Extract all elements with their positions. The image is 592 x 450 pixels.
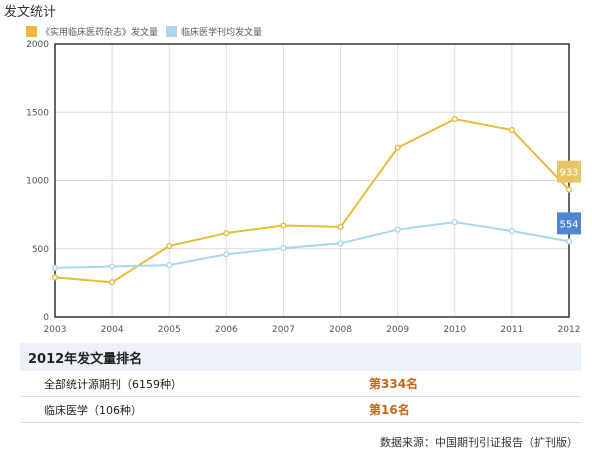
data-point <box>51 274 59 281</box>
data-point <box>166 242 173 250</box>
data-point <box>51 264 59 271</box>
x-tick-label: 2012 <box>558 325 581 335</box>
data-point <box>166 262 173 269</box>
data-point <box>508 126 515 134</box>
y-tick-label: 500 <box>32 245 49 255</box>
x-tick-label: 2007 <box>272 325 295 335</box>
x-tick-label: 2003 <box>44 325 67 335</box>
x-tick-label: 2009 <box>386 325 409 335</box>
data-point <box>394 226 401 233</box>
legend-label-journal: 《实用临床医药杂志》发文量 <box>41 27 159 38</box>
data-point <box>337 240 344 247</box>
ranking-value-clinical: 第16名 <box>345 396 581 423</box>
data-point <box>223 229 230 237</box>
data-source: 数据来源：中国期刊引证报告（扩刊版） <box>380 436 578 449</box>
ranking-table: 2012年发文量排名 全部统计源期刊（6159种） 第334名 临床医学（106… <box>20 343 581 423</box>
ranking-row: 全部统计源期刊（6159种） 第334名 <box>20 371 581 397</box>
series-line-2 <box>54 221 570 269</box>
data-point <box>109 279 116 286</box>
x-tick-label: 2010 <box>443 325 466 335</box>
y-tick-label: 0 <box>43 313 49 323</box>
legend-item-journal[interactable]: 《实用临床医药杂志》发文量 <box>26 25 158 38</box>
ranking-heading: 2012年发文量排名 <box>20 343 581 371</box>
series-line-1 <box>54 118 570 284</box>
y-tick-label: 1000 <box>26 177 49 187</box>
ranking-label-clinical: 临床医学（106种） <box>20 396 345 423</box>
page-title: 发文统计 <box>4 5 57 20</box>
x-tick-label: 2006 <box>215 325 238 335</box>
ranking-row: 临床医学（106种） 第16名 <box>20 396 581 423</box>
end-value-label: 554 <box>559 219 578 230</box>
y-tick-label: 1500 <box>26 108 49 118</box>
ranking-label-all: 全部统计源期刊（6159种） <box>20 371 345 397</box>
x-tick-label: 2008 <box>329 325 352 335</box>
data-point <box>451 219 458 226</box>
data-point <box>394 144 401 151</box>
data-point <box>565 186 573 193</box>
legend-swatch-journal <box>26 25 37 37</box>
line-chart: 0 500 1000 1500 2000 2003 2004 2005 2006 2007 2008… <box>26 40 581 335</box>
x-tick-label: 2005 <box>158 325 181 335</box>
legend-item-average[interactable]: 临床医学刊均发文量 <box>166 25 262 38</box>
data-point <box>109 263 116 270</box>
data-point <box>565 238 573 245</box>
data-point <box>337 223 344 231</box>
y-tick-label: 2000 <box>26 40 49 50</box>
legend-swatch-average <box>166 25 178 37</box>
x-tick-label: 2004 <box>101 325 124 335</box>
end-label-box <box>557 212 581 235</box>
end-label-box <box>557 160 581 183</box>
ranking-value-all: 第334名 <box>345 371 581 397</box>
data-point <box>280 244 287 252</box>
chart-legend: 《实用临床医药杂志》发文量 临床医学刊均发文量 <box>26 25 270 38</box>
data-point <box>508 227 515 235</box>
end-value-label: 933 <box>559 168 578 179</box>
legend-label-average: 临床医学刊均发文量 <box>181 27 263 38</box>
data-point <box>451 115 458 123</box>
x-tick-label: 2011 <box>500 325 523 335</box>
data-point <box>280 222 287 229</box>
data-point <box>223 251 230 258</box>
